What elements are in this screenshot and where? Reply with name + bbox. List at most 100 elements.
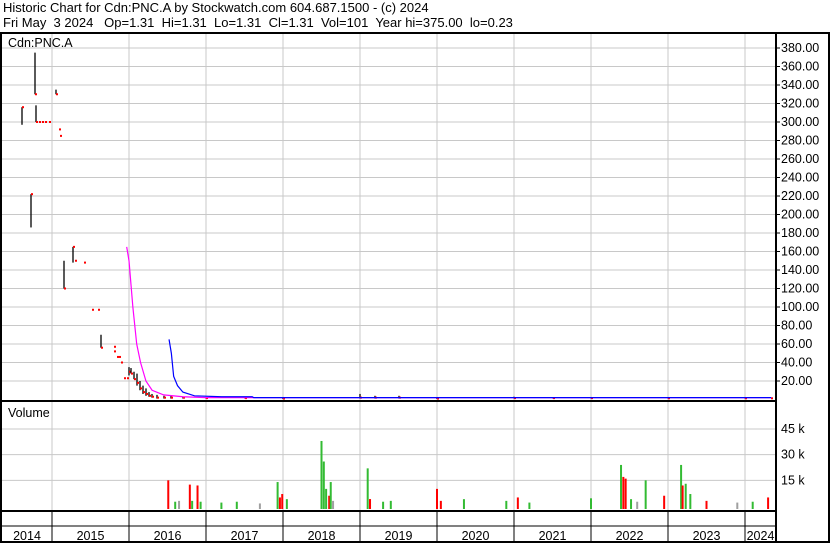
volume-bar	[285, 499, 288, 509]
price-tick-label: 120.00	[781, 282, 819, 296]
close-marker	[164, 396, 166, 399]
close-marker	[92, 308, 94, 311]
chart-frame	[0, 32, 830, 543]
volume-tick-label: 45 k	[781, 422, 805, 436]
close-marker	[143, 391, 145, 394]
close-marker	[134, 378, 136, 381]
year-label: 2018	[308, 529, 336, 543]
year-label: 2016	[154, 529, 182, 543]
volume-bar	[505, 500, 508, 509]
price-tick-label: 140.00	[781, 263, 819, 277]
price-tick-label: 200.00	[781, 208, 819, 222]
volume-bar	[174, 501, 177, 509]
volume-bar	[624, 478, 627, 509]
close-marker	[101, 346, 103, 349]
close-marker	[131, 372, 133, 375]
year-label: 2021	[539, 529, 567, 543]
volume-bar	[235, 501, 238, 509]
price-tick-label: 240.00	[781, 171, 819, 185]
close-marker	[98, 308, 100, 311]
close-marker	[437, 397, 439, 400]
close-marker	[117, 355, 119, 358]
close-marker	[149, 394, 151, 397]
close-marker	[668, 397, 670, 400]
volume-bar	[366, 468, 369, 509]
close-marker	[152, 395, 154, 398]
volume-bar	[258, 503, 261, 509]
close-marker	[35, 93, 37, 96]
close-marker	[146, 392, 148, 395]
close-marker	[75, 259, 77, 262]
volume-bar	[322, 461, 325, 509]
volume-bar	[281, 494, 284, 509]
close-marker	[114, 350, 116, 353]
volume-bar	[220, 502, 223, 509]
close-marker	[157, 396, 159, 399]
moving-average-short-line	[126, 246, 772, 399]
close-marker	[119, 355, 121, 358]
volume-bar	[636, 501, 639, 509]
volume-bar	[389, 500, 392, 509]
volume-tick-label: 30 k	[781, 448, 805, 462]
close-marker	[283, 397, 285, 400]
volume-bar	[328, 495, 331, 509]
moving-averages	[126, 246, 772, 399]
volume-bar	[369, 499, 372, 509]
volume-tick-label: 15 k	[781, 473, 805, 487]
close-marker	[59, 128, 61, 131]
volume-bar	[439, 500, 442, 509]
close-marker	[137, 381, 139, 384]
close-marker	[73, 245, 75, 248]
price-tick-label: 60.00	[781, 337, 812, 351]
chart-title: Historic Chart for Cdn:PNC.A by Stockwat…	[3, 0, 429, 15]
volume-bar	[325, 488, 328, 509]
close-marker	[56, 93, 58, 96]
volume-bar	[320, 440, 323, 509]
year-label: 2022	[616, 529, 644, 543]
year-label: 2024	[747, 529, 775, 543]
volume-bar	[188, 484, 191, 509]
price-tick-label: 20.00	[781, 374, 812, 388]
close-marker	[121, 361, 123, 364]
close-marker	[183, 396, 185, 399]
close-marker	[114, 345, 116, 348]
volume-axis: 15 k 30 k 45 k	[781, 422, 805, 487]
volume-bars	[167, 440, 770, 509]
volume-bar	[767, 497, 770, 509]
volume-bar	[751, 501, 754, 509]
price-tick-label: 360.00	[781, 60, 819, 74]
close-marker	[129, 370, 131, 373]
volume-bar	[684, 483, 687, 509]
close-marker	[64, 287, 66, 290]
volume-bar	[178, 500, 181, 509]
quote-summary: Fri May 3 2024 Op=1.31 Hi=1.31 Lo=1.31 C…	[3, 15, 513, 30]
volume-bar	[736, 502, 739, 509]
volume-bar	[620, 464, 623, 509]
volume-panel-title: Volume	[8, 406, 50, 420]
volume-bar	[462, 499, 465, 509]
year-label: 2019	[385, 529, 413, 543]
volume-bar	[644, 480, 647, 509]
volume-bar	[191, 500, 194, 509]
volume-bar	[622, 476, 625, 509]
volume-bar	[196, 485, 199, 509]
price-tick-label: 80.00	[781, 319, 812, 333]
moving-average-long-line	[168, 339, 772, 399]
price-axis: 20.00 40.00 60.00 80.00 100.00 120.00 140.00 16…	[776, 41, 819, 388]
year-label: 2017	[231, 529, 259, 543]
volume-bar	[199, 501, 202, 509]
price-bars	[21, 52, 773, 400]
price-tick-label: 300.00	[781, 115, 819, 129]
close-marker	[84, 261, 86, 264]
close-marker	[171, 396, 173, 399]
grid	[2, 34, 776, 543]
year-label: 2014	[13, 529, 41, 543]
price-panel-title: Cdn:PNC.A	[8, 36, 73, 50]
volume-bar	[590, 498, 592, 509]
close-marker	[45, 121, 47, 123]
close-marker	[124, 377, 126, 380]
time-axis: 2014 2015 2016 2017 2018 2019 2020 2021 2022 2023…	[13, 529, 774, 543]
year-label: 2020	[462, 529, 490, 543]
close-marker	[127, 377, 129, 380]
